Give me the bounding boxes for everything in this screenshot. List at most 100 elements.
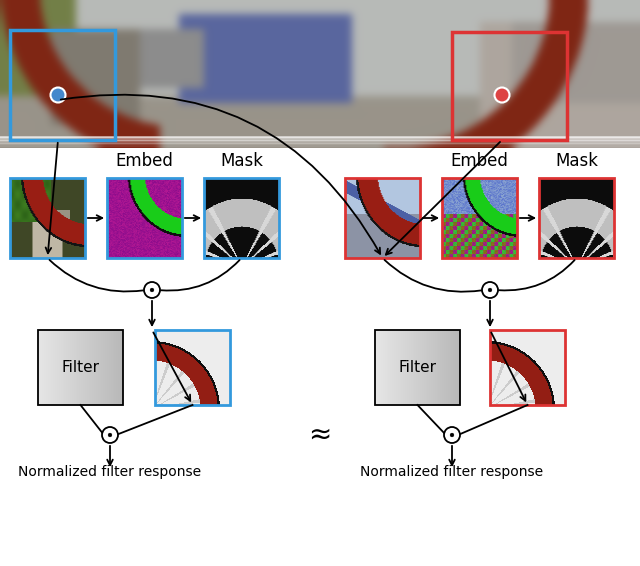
Bar [416,330,417,405]
Bar [112,330,113,405]
Bar [41,330,42,405]
Bar [448,330,449,405]
Bar [379,330,380,405]
Bar [421,330,422,405]
Text: Mask: Mask [220,152,263,170]
Bar [82,330,83,405]
Bar [456,330,457,405]
Bar [99,330,100,405]
Bar [397,330,398,405]
Bar [410,330,411,405]
Bar [454,330,455,405]
Bar [381,330,382,405]
Bar [443,330,444,405]
Bar [401,330,402,405]
Bar [100,330,101,405]
Bar [445,330,446,405]
Bar [72,330,73,405]
Bar [107,178,182,258]
Bar [395,330,396,405]
Bar [431,330,432,405]
Bar [406,330,407,405]
Bar [52,330,53,405]
Bar [121,330,122,405]
Bar [48,330,49,405]
Bar [424,330,425,405]
Bar [440,330,441,405]
Bar [447,330,448,405]
Bar [108,330,109,405]
Bar [399,330,400,405]
Bar [400,330,401,405]
Bar [389,330,390,405]
Bar [54,330,55,405]
Bar [427,330,428,405]
Bar [40,330,41,405]
Bar [404,330,405,405]
Bar [0,135,640,138]
Bar [65,330,66,405]
Bar [71,330,72,405]
Bar [59,330,60,405]
Bar [442,178,517,258]
Bar [107,330,108,405]
Bar [0,146,640,148]
Bar [104,330,105,405]
Bar [80,330,81,405]
Bar [83,330,84,405]
Bar [452,32,567,140]
Bar [420,330,421,405]
Bar [10,178,85,258]
Bar [444,330,445,405]
Bar [86,330,87,405]
Bar [429,330,430,405]
Circle shape [495,88,509,102]
Bar [92,330,93,405]
Bar [458,330,459,405]
Bar [119,330,120,405]
Bar [0,140,640,142]
Bar [386,330,387,405]
Bar [422,330,423,405]
Bar [56,330,57,405]
Bar [435,330,436,405]
Bar [102,330,103,405]
Bar [394,330,395,405]
Circle shape [451,433,454,437]
Bar [409,330,410,405]
Bar [87,330,88,405]
Circle shape [482,282,498,298]
Bar [450,330,451,405]
Bar [38,330,123,405]
Bar [155,330,230,405]
Bar [425,330,426,405]
Bar [96,330,97,405]
Bar [69,330,70,405]
Bar [412,330,413,405]
Bar [382,330,383,405]
Bar [114,330,115,405]
Bar [117,330,118,405]
Bar [459,330,460,405]
Bar [417,330,418,405]
Bar [392,330,393,405]
Bar [118,330,119,405]
Bar [415,330,416,405]
Bar [64,330,65,405]
Bar [441,330,442,405]
Bar [68,330,69,405]
Bar [430,330,431,405]
Bar [438,330,439,405]
Bar [120,330,121,405]
Bar [109,330,110,405]
Bar [433,330,434,405]
Bar [423,330,424,405]
Bar [76,330,77,405]
Bar [43,330,44,405]
Bar [10,30,115,140]
Bar [539,178,614,258]
Bar [42,330,43,405]
Bar [402,330,403,405]
Circle shape [51,88,65,102]
Text: Mask: Mask [555,152,598,170]
